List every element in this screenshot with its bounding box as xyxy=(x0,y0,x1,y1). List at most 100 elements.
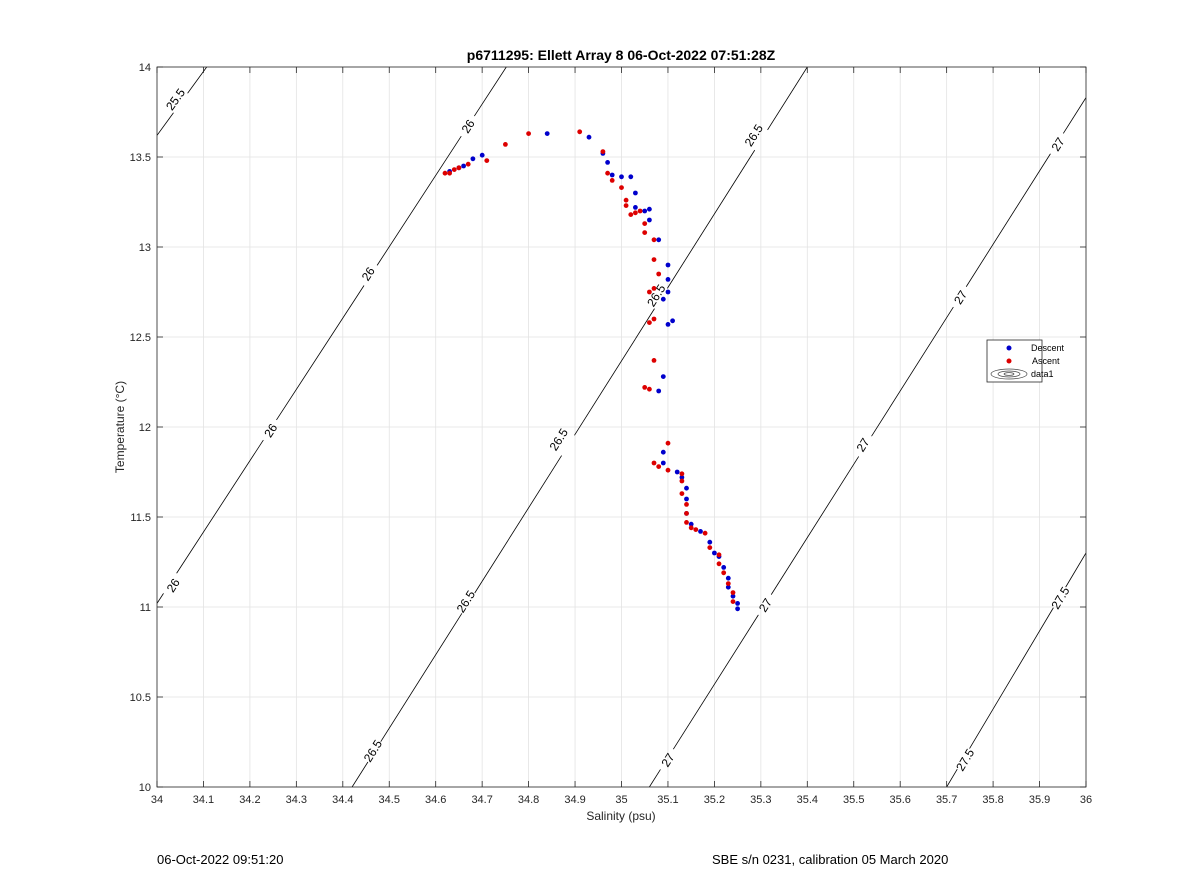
ascent-point xyxy=(721,570,727,576)
descent-point xyxy=(665,277,671,282)
y-tick-label: 14 xyxy=(139,62,151,74)
descent-point xyxy=(479,152,485,158)
ascent-point xyxy=(679,478,685,484)
ascent-point xyxy=(647,386,652,392)
descent-point xyxy=(684,485,689,491)
ascent-point xyxy=(656,271,662,277)
legend-label-data1: data1 xyxy=(1031,369,1054,379)
x-axis-label: Salinity (psu) xyxy=(586,809,655,823)
descent-point xyxy=(698,529,703,534)
ascent-point xyxy=(503,142,508,147)
ascent-point xyxy=(707,545,713,550)
x-tick-label: 35.9 xyxy=(1029,794,1050,806)
ascent-point xyxy=(651,316,657,322)
ascent-point xyxy=(684,520,689,525)
ascent-point xyxy=(451,167,457,173)
ascent-point xyxy=(637,208,643,214)
contour-line-26.5 xyxy=(767,67,808,131)
descent-point xyxy=(586,134,592,140)
x-tick-label: 34.5 xyxy=(379,794,400,806)
data-series xyxy=(442,129,740,612)
ascent-point xyxy=(684,502,689,507)
descent-point xyxy=(665,289,671,295)
ascent-point xyxy=(623,203,629,209)
x-tick-label: 34.3 xyxy=(286,794,307,806)
contour-line-27.5 xyxy=(1065,552,1086,588)
ascent-point xyxy=(642,221,648,227)
y-tick-label: 12 xyxy=(139,422,151,434)
y-tick-label: 11.5 xyxy=(130,512,151,524)
descent-point xyxy=(647,217,652,223)
x-tick-label: 34.7 xyxy=(471,794,492,806)
ascent-point xyxy=(716,561,722,567)
descent-point xyxy=(605,160,610,165)
descent-point xyxy=(735,601,740,606)
ascent-point xyxy=(633,210,638,216)
x-tick-label: 35.2 xyxy=(704,794,725,806)
ascent-point xyxy=(526,131,531,137)
contour-line-27 xyxy=(770,456,860,595)
descent-point xyxy=(660,460,666,466)
contour-line-27.5 xyxy=(969,607,1054,749)
descent-point xyxy=(712,550,717,556)
ascent-point xyxy=(702,530,708,536)
contour-line-26.5 xyxy=(574,308,655,436)
contour-line-26 xyxy=(176,439,264,574)
descent-point xyxy=(670,318,675,324)
descent-point xyxy=(725,584,731,590)
descent-point xyxy=(660,296,666,302)
ascent-point xyxy=(619,185,624,191)
descent-point xyxy=(470,156,476,162)
ascent-point xyxy=(628,212,634,218)
x-tick-label: 34.2 xyxy=(239,794,260,806)
contour-line-26.5 xyxy=(351,761,369,787)
contour-line-26 xyxy=(157,593,164,604)
descent-point xyxy=(619,174,624,180)
ascent-point xyxy=(651,257,657,262)
x-tick-label: 34 xyxy=(151,794,163,806)
ascent-point xyxy=(647,289,652,295)
ascent-point xyxy=(693,527,699,532)
ascent-point xyxy=(651,460,657,466)
x-tick-label: 35 xyxy=(615,794,627,806)
ascent-point xyxy=(679,491,685,496)
legend-box xyxy=(986,339,1043,383)
ascent-point xyxy=(656,464,662,469)
descent-point xyxy=(642,208,648,214)
descent-point xyxy=(461,163,466,169)
x-tick-label: 35.4 xyxy=(797,794,818,806)
descent-point xyxy=(660,449,666,455)
contour-line-27 xyxy=(649,769,661,787)
ascent-point xyxy=(647,320,652,325)
ascent-point xyxy=(642,385,648,390)
x-tick-label: 35.1 xyxy=(657,794,678,806)
legend-marker-ascent xyxy=(1006,358,1012,364)
ascent-point xyxy=(442,170,448,176)
footer-calibration: SBE s/n 0231, calibration 05 March 2020 xyxy=(712,852,949,867)
x-tick-label: 34.4 xyxy=(332,794,353,806)
descent-point xyxy=(633,205,638,210)
contour-line-26 xyxy=(376,135,462,266)
ascent-point xyxy=(730,590,736,595)
contour-line-26.5 xyxy=(667,149,756,289)
legend[interactable]: Descent Ascent data1 xyxy=(986,339,1065,383)
descent-point xyxy=(647,206,652,212)
contour-line-27 xyxy=(965,153,1051,287)
legend-contour-icon xyxy=(990,368,1028,380)
ascent-point xyxy=(684,511,689,516)
descent-point xyxy=(628,174,634,180)
ascent-point xyxy=(716,552,722,558)
descent-point xyxy=(688,521,694,527)
descent-point xyxy=(721,565,727,570)
descent-point xyxy=(633,190,638,196)
x-tick-label: 34.9 xyxy=(564,794,585,806)
ascent-point xyxy=(665,467,671,473)
y-tick-label: 12.5 xyxy=(130,332,151,344)
contour-line-25.5 xyxy=(157,112,174,136)
footer-timestamp: 06-Oct-2022 09:51:20 xyxy=(157,852,284,867)
ascent-point xyxy=(725,581,731,586)
x-tick-label: 35.8 xyxy=(982,794,1003,806)
ascent-point xyxy=(665,440,671,446)
ascent-point xyxy=(623,197,629,203)
